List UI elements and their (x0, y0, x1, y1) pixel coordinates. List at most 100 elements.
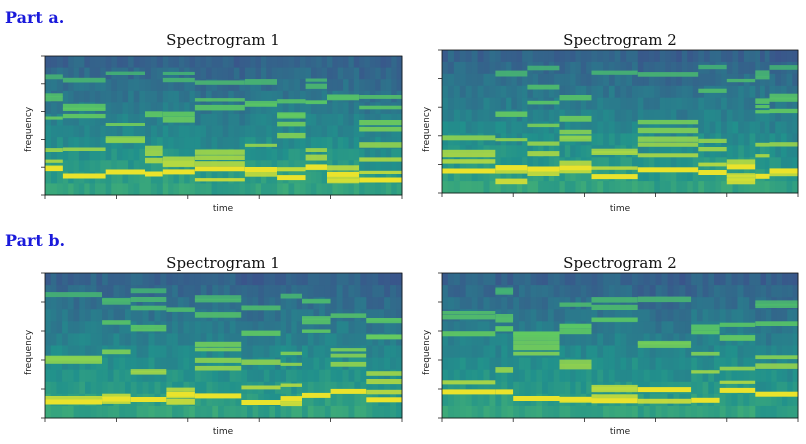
spectrogram-cell (244, 90, 251, 103)
spectrogram-cell (760, 285, 767, 298)
spectrogram-cell (511, 73, 518, 87)
spectrogram-cell (299, 90, 307, 103)
spectrogram-cell (737, 357, 744, 371)
spectrogram-cell (359, 79, 366, 92)
spectrogram-cell (67, 309, 74, 322)
spectrogram-cell (597, 133, 604, 146)
spectrogram-cell (501, 297, 508, 310)
harmonic-band (755, 70, 770, 77)
spectrogram-cell (133, 125, 140, 138)
spectrogram-cell (471, 169, 479, 182)
spectrogram-cell (337, 113, 344, 126)
harmonic-band (280, 293, 302, 299)
harmonic-band (527, 65, 560, 71)
spectrogram-cell (483, 285, 490, 298)
spectrogram-cell (471, 285, 479, 298)
spectrogram-cell (775, 145, 782, 158)
spectrogram-cell (107, 369, 114, 383)
spectrogram-cell (390, 369, 397, 383)
spectrogram-cell (391, 125, 398, 138)
spectrogram-cell (183, 297, 190, 310)
spectrogram-cell (597, 50, 604, 63)
spectrogram-cell (692, 109, 699, 122)
spectrogram-cell (189, 369, 196, 383)
spectrogram-cell (271, 56, 278, 69)
spectrogram-cell (591, 333, 598, 346)
spectrogram-cell (360, 405, 367, 419)
spectrogram-cell (792, 405, 799, 419)
spectrogram-cell (154, 357, 161, 371)
spectrogram-cell (591, 405, 598, 419)
spectrogram-cell (68, 56, 75, 69)
spectrogram-cell (681, 121, 688, 134)
spectrogram-cell (603, 109, 610, 122)
spectrogram-cell (45, 148, 52, 161)
fundamental-band (327, 171, 360, 177)
spectrogram-cell (673, 345, 680, 359)
spectrogram-cell (116, 56, 123, 69)
spectrogram-cell (218, 273, 225, 286)
fundamental-band (330, 388, 367, 394)
spectrogram-cell (564, 169, 571, 182)
fundamental-band (277, 175, 306, 181)
spectrogram-cell (670, 169, 677, 182)
spectrogram-cell (738, 85, 745, 99)
spectrogram-cell (637, 157, 644, 170)
spectrogram-cell (471, 97, 479, 111)
spectrogram-cell (250, 67, 257, 80)
spectrogram-cell (354, 381, 361, 395)
spectrogram-cell (100, 79, 107, 92)
spectrogram-cell (755, 121, 761, 134)
spectrogram-cell (687, 145, 694, 158)
spectrogram-cell (160, 405, 167, 419)
spectrogram-cell (286, 321, 292, 334)
spectrogram-cell (189, 321, 196, 334)
harmonic-band (194, 312, 242, 318)
spectrogram-cell (714, 273, 721, 286)
spectrogram-cell (96, 369, 103, 383)
spectrogram-cell (661, 285, 668, 298)
spectrogram-cell (547, 357, 555, 371)
spectrogram-cell (692, 97, 699, 111)
spectrogram-cell (51, 79, 58, 92)
spectrogram-cell (263, 333, 270, 346)
spectrogram-cell (696, 369, 704, 383)
spectrogram-cell (676, 157, 683, 170)
spectrogram-cell (792, 97, 799, 111)
spectrogram-cell (172, 297, 179, 310)
spectrogram-cell (687, 97, 694, 111)
spectrogram-cell (580, 405, 587, 419)
spectrogram-cell (453, 405, 461, 419)
spectrogram-cell (766, 273, 772, 286)
spectrogram-cell (296, 285, 303, 298)
spectrogram-cell (206, 90, 213, 103)
spectrogram-cell (212, 285, 219, 298)
spectrogram-cell (271, 90, 278, 103)
spectrogram-cell (229, 321, 236, 334)
spectrogram-cell (614, 109, 621, 122)
harmonic-band (769, 108, 798, 114)
spectrogram-cell (62, 125, 69, 138)
harmonic-band (637, 296, 692, 303)
spectrogram-cell (128, 125, 135, 138)
spectrogram-cell (142, 369, 150, 383)
spectrogram-cell (787, 321, 794, 334)
spectrogram-plot (41, 272, 403, 422)
spectrogram-cell (305, 56, 312, 69)
spectrogram-cell (679, 369, 686, 383)
spectrogram-cell (614, 85, 621, 99)
spectrogram-cell (291, 285, 298, 298)
spectrogram-cell (229, 405, 236, 419)
spectrogram-cell (731, 297, 738, 310)
spectrogram-cell (258, 333, 265, 346)
spectrogram-cell (364, 67, 371, 80)
spectrogram-cell (755, 157, 761, 170)
spectrogram-cell (542, 345, 549, 359)
spectrogram-cell (321, 171, 328, 184)
spectrogram-cell (160, 333, 167, 346)
spectrogram-cell (239, 183, 246, 196)
fundamental-band (359, 177, 402, 183)
harmonic-band (327, 165, 360, 171)
spectrogram-cell (477, 381, 484, 395)
spectrogram-cell (73, 369, 80, 383)
